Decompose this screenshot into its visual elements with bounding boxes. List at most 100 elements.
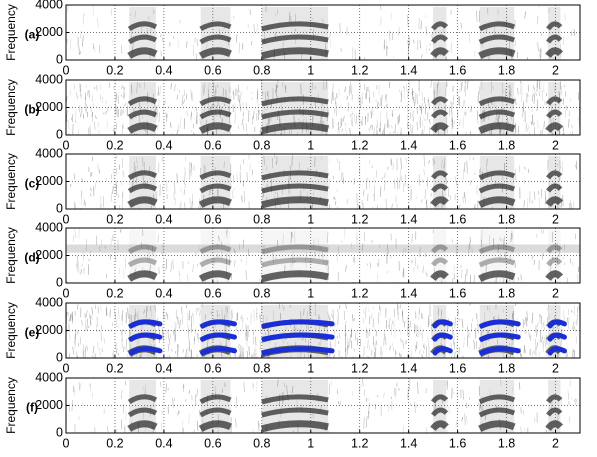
noise	[97, 342, 98, 350]
x-tick-label: 1.2	[351, 63, 368, 77]
noise	[338, 341, 339, 344]
noise	[472, 318, 473, 321]
spectrogram	[66, 378, 580, 442]
noise	[343, 116, 344, 121]
noise	[346, 265, 347, 271]
x-tick-label: 1.6	[449, 361, 466, 375]
noise	[574, 326, 575, 330]
noise	[174, 399, 175, 401]
noise	[78, 343, 79, 346]
noise	[535, 339, 536, 346]
noise	[459, 119, 460, 126]
noise	[402, 311, 403, 322]
noise	[470, 180, 471, 185]
noise	[69, 354, 70, 360]
noise	[255, 337, 256, 346]
noise	[477, 120, 478, 124]
noise	[366, 416, 367, 427]
noise	[111, 192, 112, 201]
noise	[195, 394, 196, 405]
noise	[372, 240, 373, 243]
noise	[243, 124, 244, 130]
noise	[377, 102, 378, 109]
noise	[173, 259, 174, 269]
noise	[118, 353, 119, 356]
x-tick-label: 0.4	[155, 286, 172, 300]
noise	[75, 120, 76, 123]
noise	[457, 20, 458, 22]
noise	[527, 428, 528, 435]
noise	[363, 310, 364, 314]
noise	[332, 314, 333, 318]
noise	[336, 189, 337, 193]
noise	[162, 411, 163, 414]
noise	[165, 269, 166, 274]
noise	[367, 264, 368, 266]
x-tick-label: 0.2	[106, 138, 123, 152]
noise	[249, 351, 250, 355]
noise	[106, 274, 107, 279]
noise	[533, 85, 534, 89]
noise	[174, 84, 175, 91]
noise	[403, 340, 404, 348]
noise	[461, 82, 462, 90]
noise	[424, 117, 425, 121]
noise	[158, 163, 159, 173]
panel-label: (c)	[25, 177, 40, 191]
noise	[515, 303, 516, 305]
noise	[82, 264, 83, 267]
y-tick-label: 0	[56, 201, 63, 215]
noise	[534, 122, 535, 126]
noise	[70, 184, 71, 187]
noise	[534, 87, 535, 92]
spectrogram	[65, 5, 574, 71]
noise	[568, 317, 569, 329]
noise	[464, 162, 465, 172]
noise	[243, 102, 244, 106]
noise	[247, 172, 248, 181]
noise	[450, 195, 451, 200]
noise	[410, 321, 411, 328]
noise	[534, 418, 535, 423]
noise	[363, 190, 364, 197]
noise	[359, 426, 360, 429]
noise	[406, 158, 407, 163]
noise	[125, 103, 126, 106]
noise	[118, 194, 119, 198]
x-tick-label: 1.4	[400, 361, 417, 375]
noise	[79, 135, 80, 144]
noise	[515, 98, 516, 105]
noise	[414, 267, 415, 272]
noise	[475, 173, 476, 175]
noise	[330, 32, 331, 38]
noise	[87, 345, 88, 350]
noise	[374, 127, 375, 138]
noise	[459, 205, 460, 208]
noise	[562, 330, 563, 333]
x-tick-label: 2	[552, 138, 559, 152]
noise	[568, 390, 569, 399]
noise	[400, 304, 401, 308]
noise	[422, 121, 423, 127]
x-tick-label: 2	[552, 63, 559, 77]
x-tick-label: 0.4	[155, 361, 172, 375]
noise	[244, 382, 245, 392]
x-tick-label: 2	[552, 212, 559, 226]
noise	[103, 112, 104, 114]
noise	[231, 96, 232, 98]
noise	[473, 157, 474, 160]
noise	[401, 176, 402, 180]
noise	[106, 178, 107, 182]
x-tick-label: 0.6	[204, 436, 221, 450]
x-tick-label: 1.2	[351, 138, 368, 152]
noise	[575, 399, 576, 405]
noise	[476, 11, 477, 22]
noise	[452, 103, 453, 113]
x-tick-label: 0.6	[204, 138, 221, 152]
noise	[566, 105, 567, 110]
noise	[539, 80, 540, 89]
y-axis-label: Frequency	[4, 302, 18, 359]
noise	[239, 43, 240, 54]
noise	[184, 173, 185, 185]
noise	[531, 121, 532, 124]
